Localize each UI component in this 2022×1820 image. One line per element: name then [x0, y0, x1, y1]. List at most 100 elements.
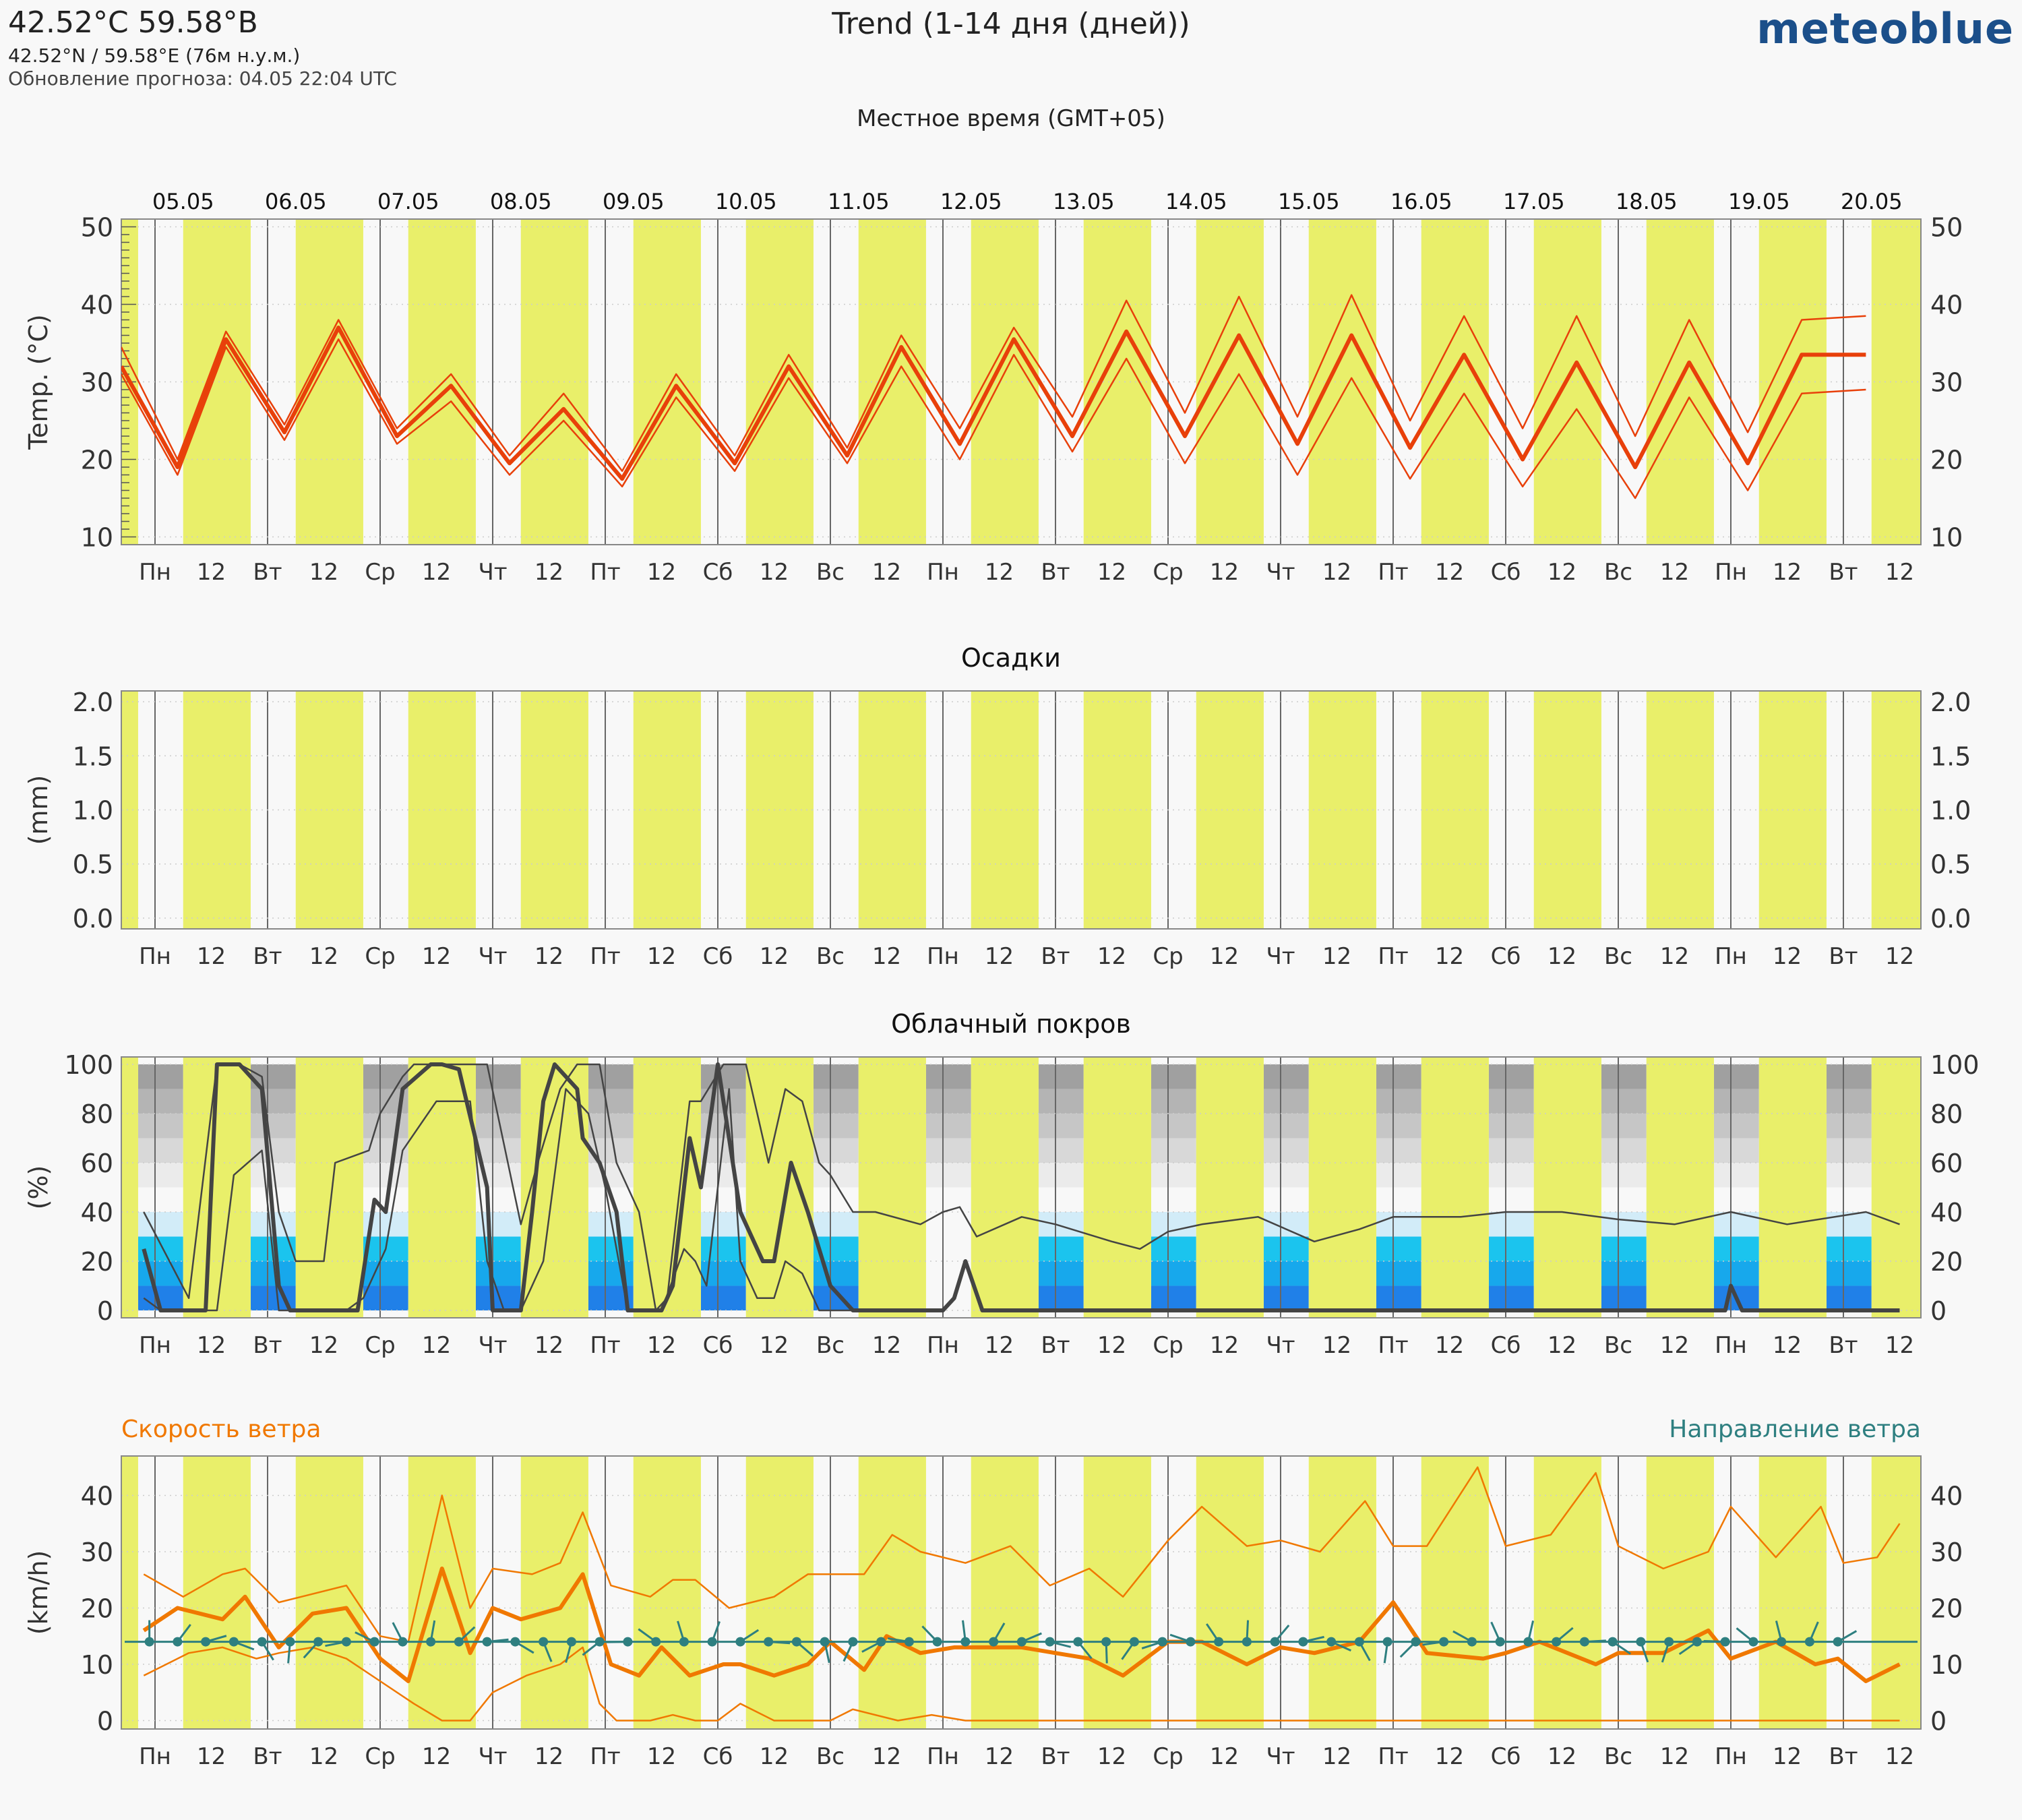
y-tick-label-left: 40: [81, 291, 113, 320]
wind-direction-marker: [1157, 1637, 1167, 1647]
x-tick-day-label: Чт: [1266, 943, 1295, 970]
x-tick-day-label: Вт: [1041, 1743, 1070, 1770]
y-axis-label: (%): [24, 1165, 53, 1210]
day-band: [1308, 219, 1376, 545]
x-tick-noon-label: 12: [647, 1743, 676, 1770]
x-tick-day-label: Ср: [365, 1332, 395, 1359]
x-tick-day-label: Пн: [927, 1743, 959, 1770]
high-cloud-band: [137, 1113, 183, 1139]
y-tick-label-right: 0.5: [1930, 850, 1971, 880]
mid-cloud-band: [1488, 1212, 1534, 1237]
x-tick-day-label: Вс: [816, 559, 845, 586]
x-tick-noon-label: 12: [197, 943, 226, 970]
day-band: [1533, 1057, 1601, 1318]
y-tick-label-left: 60: [81, 1149, 113, 1178]
wind-direction-marker: [1382, 1637, 1392, 1647]
series-upper-line: [121, 294, 1866, 473]
y-tick-label-left: 30: [81, 1538, 113, 1567]
high-cloud-band: [475, 1138, 521, 1163]
x-tick-day-label: Пт: [1378, 559, 1408, 586]
mid-cloud-band: [1376, 1212, 1421, 1237]
high-cloud-band: [137, 1138, 183, 1163]
y-tick-label-left: 50: [81, 213, 113, 243]
high-cloud-band: [1713, 1064, 1759, 1089]
day-band: [520, 219, 588, 545]
day-band: [295, 1057, 363, 1318]
low-cloud-band: [813, 1261, 859, 1286]
series-upper-line: [143, 1063, 1900, 1312]
day-band: [183, 691, 251, 929]
x-tick-noon-label: 12: [1885, 1332, 1914, 1359]
low-cloud-band: [1713, 1236, 1759, 1262]
panel-4: 0 0 10 10 20 20 30 30 40 40 (km/h) Пн 12 Вт 12 Ср 12 Чт 12…: [24, 1455, 1963, 1770]
wind-direction-marker: [1607, 1637, 1618, 1647]
x-tick-noon-label: 12: [985, 943, 1014, 970]
meteoblue-logo[interactable]: meteoblue: [1756, 4, 2014, 53]
x-tick-noon-label: 12: [1210, 1332, 1239, 1359]
x-tick-noon-label: 12: [872, 943, 901, 970]
x-tick-day-label: Вс: [816, 943, 845, 970]
low-cloud-band: [1826, 1261, 1872, 1286]
x-tick-noon-label: 12: [1773, 943, 1802, 970]
x-tick-day-label: Вс: [1604, 559, 1632, 586]
wind-direction-marker: [482, 1637, 492, 1647]
day-band: [295, 1456, 363, 1729]
x-tick-day-label: Пн: [139, 1332, 171, 1359]
wind-direction-marker: [1552, 1637, 1562, 1647]
y-tick-label-right: 40: [1930, 291, 1963, 320]
wind-direction-marker: [1214, 1637, 1224, 1647]
x-tick-day-label: Чт: [478, 559, 507, 586]
day-band: [520, 1456, 588, 1729]
x-tick-day-label: Пт: [1378, 943, 1408, 970]
low-cloud-band: [1263, 1236, 1309, 1262]
x-tick-noon-label: 12: [1660, 559, 1689, 586]
x-tick-day-label: Ср: [1153, 1332, 1183, 1359]
x-tick-day-label: Ср: [1153, 559, 1183, 586]
low-cloud-band: [1826, 1236, 1872, 1262]
low-cloud-band: [363, 1285, 408, 1311]
wind-direction-marker: [1804, 1637, 1814, 1647]
x-tick-day-label: Пн: [1715, 1332, 1747, 1359]
low-cloud-band: [588, 1236, 634, 1262]
y-axis-label: (mm): [24, 775, 53, 845]
high-cloud-band: [1263, 1089, 1309, 1114]
y-tick-label-left: 20: [81, 1594, 113, 1623]
x-tick-noon-label: 12: [1097, 559, 1126, 586]
high-cloud-band: [1601, 1138, 1647, 1163]
day-band: [1421, 691, 1489, 929]
y-tick-label-left: 10: [81, 1650, 113, 1680]
x-tick-day-label: Пн: [1715, 943, 1747, 970]
x-tick-day-label: Вс: [816, 1743, 845, 1770]
date-label: 08.05: [490, 189, 552, 214]
wind-direction-marker: [1495, 1637, 1505, 1647]
high-cloud-band: [1151, 1162, 1196, 1188]
date-label: 20.05: [1841, 189, 1903, 214]
high-cloud-band: [1488, 1089, 1534, 1114]
date-label: 15.05: [1278, 189, 1340, 214]
y-tick-label-left: 1.5: [73, 741, 113, 771]
panel-1: 10 10 20 20 30 30 40 40 50 50 Temp. (°C) Пн 12 Вт 12 Ср…: [24, 213, 1963, 586]
x-tick-noon-label: 12: [422, 559, 451, 586]
y-axis-label: (km/h): [24, 1550, 53, 1635]
high-cloud-band: [1601, 1113, 1647, 1139]
day-band: [633, 1057, 701, 1318]
wind-direction-marker: [144, 1637, 154, 1647]
x-tick-noon-label: 12: [872, 559, 901, 586]
x-tick-day-label: Вт: [253, 1332, 282, 1359]
low-cloud-band: [1263, 1261, 1309, 1286]
wind-direction-marker: [735, 1637, 745, 1647]
wind-direction-marker: [1523, 1637, 1533, 1647]
high-cloud-band: [588, 1089, 634, 1114]
high-cloud-band: [1826, 1089, 1872, 1114]
x-tick-noon-label: 12: [985, 1332, 1014, 1359]
wind-direction-marker: [454, 1637, 464, 1647]
x-tick-day-label: Пт: [590, 1743, 620, 1770]
wind-direction-marker: [1298, 1637, 1308, 1647]
low-cloud-band: [1151, 1261, 1196, 1286]
x-tick-day-label: Пн: [139, 559, 171, 586]
x-tick-day-label: Пн: [927, 559, 959, 586]
high-cloud-band: [363, 1064, 408, 1089]
series-lower-line: [143, 1088, 859, 1312]
low-cloud-band: [250, 1261, 296, 1286]
date-label: 11.05: [828, 189, 890, 214]
